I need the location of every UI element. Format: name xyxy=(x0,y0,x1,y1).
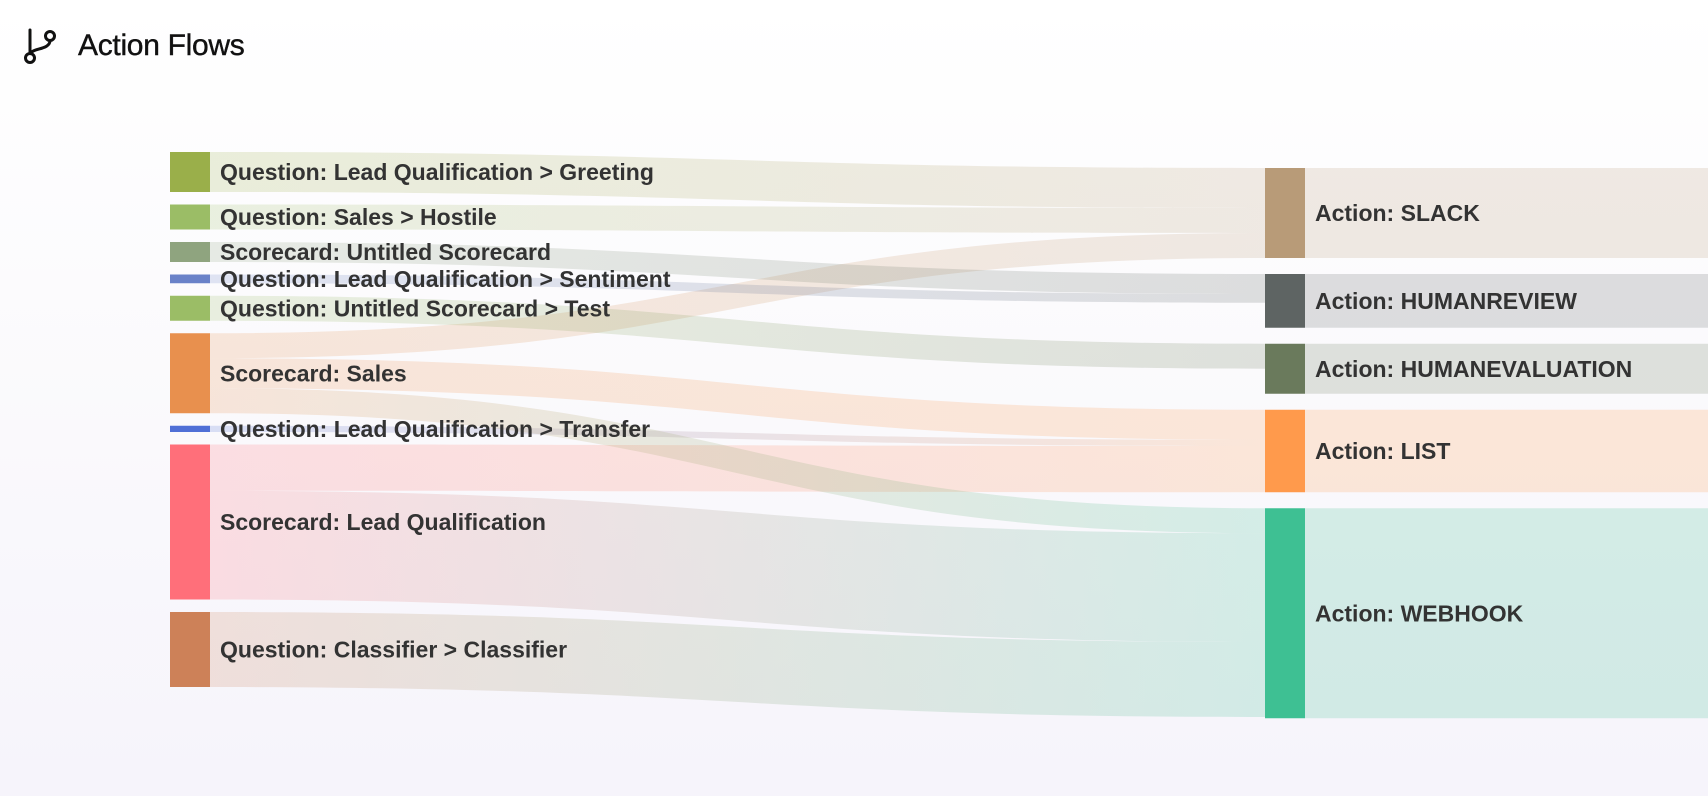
outflow-humanreview[interactable] xyxy=(1305,274,1708,328)
node-label-lq-transfer: Question: Lead Qualification > Transfer xyxy=(220,416,650,442)
node-bar-sales-hostile[interactable] xyxy=(170,204,210,230)
node-bar-slack[interactable] xyxy=(1265,168,1305,258)
source-node-classifier[interactable]: Question: Classifier > Classifier xyxy=(170,612,567,687)
node-bar-untitled-test[interactable] xyxy=(170,295,210,321)
source-node-scorecard-sales[interactable]: Scorecard: Sales xyxy=(170,333,407,414)
link-scorecard-sales-to-webhook[interactable] xyxy=(210,388,1265,534)
node-bar-lq-sentiment[interactable] xyxy=(170,274,210,284)
link-lq-sentiment-to-humanreview[interactable] xyxy=(210,274,1265,303)
target-node-list[interactable]: Action: LIST xyxy=(1265,409,1450,493)
target-node-slack[interactable]: Action: SLACK xyxy=(1265,168,1480,258)
node-bar-scorecard-lq[interactable] xyxy=(170,444,210,600)
target-node-humanreview[interactable]: Action: HUMANREVIEW xyxy=(1265,274,1577,328)
node-bar-humanreview[interactable] xyxy=(1265,274,1305,328)
git-branch-icon xyxy=(24,28,56,64)
node-label-scorecard-sales: Scorecard: Sales xyxy=(220,360,407,386)
node-bar-humanevaluation[interactable] xyxy=(1265,343,1305,394)
outflow-humanevaluation[interactable] xyxy=(1305,343,1708,394)
node-label-classifier: Question: Classifier > Classifier xyxy=(220,637,567,663)
node-label-untitled-scorecard: Scorecard: Untitled Scorecard xyxy=(220,239,551,265)
outflow-webhook[interactable] xyxy=(1305,508,1708,719)
page-header: Action Flows xyxy=(20,24,245,68)
outflow-list[interactable] xyxy=(1305,409,1708,493)
node-label-lq-sentiment: Question: Lead Qualification > Sentiment xyxy=(220,266,671,292)
link-scorecard-lq-to-webhook[interactable] xyxy=(210,490,1265,642)
link-scorecard-sales-to-list[interactable] xyxy=(210,358,1265,440)
links-layer xyxy=(210,152,1708,719)
source-node-scorecard-lq[interactable]: Scorecard: Lead Qualification xyxy=(170,444,546,600)
target-node-webhook[interactable]: Action: WEBHOOK xyxy=(1265,508,1524,719)
link-lq-greeting-to-slack[interactable] xyxy=(210,152,1265,208)
node-label-list: Action: LIST xyxy=(1315,438,1450,464)
node-label-untitled-test: Question: Untitled Scorecard > Test xyxy=(220,295,610,321)
link-untitled-scorecard-to-humanreview[interactable] xyxy=(210,242,1265,294)
node-bar-scorecard-sales[interactable] xyxy=(170,333,210,414)
link-scorecard-sales-to-slack[interactable] xyxy=(210,233,1265,359)
target-node-humanevaluation[interactable]: Action: HUMANEVALUATION xyxy=(1265,343,1632,394)
node-bar-untitled-scorecard[interactable] xyxy=(170,242,210,262)
node-label-lq-greeting: Question: Lead Qualification > Greeting xyxy=(220,159,654,185)
source-node-untitled-test[interactable]: Question: Untitled Scorecard > Test xyxy=(170,295,610,321)
link-sales-hostile-to-slack[interactable] xyxy=(210,204,1265,234)
node-bar-lq-greeting[interactable] xyxy=(170,152,210,192)
node-label-slack: Action: SLACK xyxy=(1315,200,1480,226)
outflow-slack[interactable] xyxy=(1305,168,1708,258)
source-node-lq-sentiment[interactable]: Question: Lead Qualification > Sentiment xyxy=(170,266,671,292)
link-classifier-to-webhook[interactable] xyxy=(210,612,1265,717)
node-label-humanreview: Action: HUMANREVIEW xyxy=(1315,288,1577,314)
page-title: Action Flows xyxy=(78,29,245,62)
source-node-lq-transfer[interactable]: Question: Lead Qualification > Transfer xyxy=(170,416,650,442)
link-untitled-test-to-humanevaluation[interactable] xyxy=(210,295,1265,369)
source-node-sales-hostile[interactable]: Question: Sales > Hostile xyxy=(170,204,497,230)
source-node-lq-greeting[interactable]: Question: Lead Qualification > Greeting xyxy=(170,152,654,192)
node-bar-webhook[interactable] xyxy=(1265,508,1305,719)
node-label-humanevaluation: Action: HUMANEVALUATION xyxy=(1315,356,1632,382)
node-bar-lq-transfer[interactable] xyxy=(170,425,210,432)
node-label-sales-hostile: Question: Sales > Hostile xyxy=(220,204,497,230)
nodes-layer: Question: Lead Qualification > Greeting Q… xyxy=(170,152,1632,719)
source-node-untitled-scorecard[interactable]: Scorecard: Untitled Scorecard xyxy=(170,239,551,265)
node-bar-list[interactable] xyxy=(1265,409,1305,493)
node-bar-classifier[interactable] xyxy=(170,612,210,687)
link-lq-transfer-to-list[interactable] xyxy=(210,425,1265,446)
node-label-scorecard-lq: Scorecard: Lead Qualification xyxy=(220,509,546,535)
node-label-webhook: Action: WEBHOOK xyxy=(1315,600,1524,626)
